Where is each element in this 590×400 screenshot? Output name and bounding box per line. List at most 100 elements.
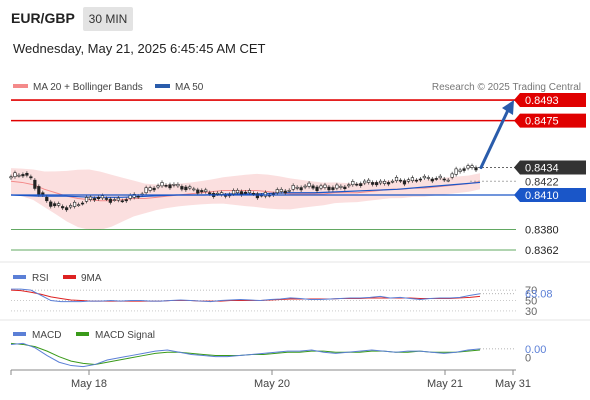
candle-body [144,187,148,194]
level-label-0.8380: 0.8380 [525,224,559,236]
rsi-current-label: 63.08 [525,289,553,301]
candle-body [414,179,418,182]
rsi-level-label-30: 30 [525,306,537,318]
candle-body [303,185,307,188]
macd-legend-swatch [13,332,26,336]
macd-signal-legend-swatch [76,332,89,336]
candle-body [112,199,116,201]
ma50-legend-swatch [155,84,170,88]
candle-body [450,173,454,178]
candle-body [21,174,25,177]
candle-body [283,190,287,194]
macd-legend: MACD MACD Signal [13,330,155,341]
candle-body [371,182,375,185]
candle-body [33,179,37,189]
candle-body [299,187,303,191]
candle-body [45,197,49,202]
candle-body [29,176,33,179]
candle-body [128,195,132,199]
candle-body [287,190,291,192]
candle-body [430,178,434,182]
candle-body [172,183,176,186]
candle-body [295,186,299,189]
candle-body [323,184,327,188]
candle-body [120,200,124,203]
candle-body [243,191,248,194]
candle-body [9,176,13,179]
candle-body [315,186,319,191]
timeframe-button[interactable]: 30 MIN [83,7,133,31]
candle-body [375,182,379,186]
candle-body [319,185,323,189]
candle-body [359,183,363,186]
bollinger-band [11,168,480,230]
candle-body [49,201,53,207]
candle-body [279,189,283,192]
macd-line [10,342,481,368]
candle-body [13,172,17,178]
candle-body [108,198,112,203]
rsi-ma-legend-label: 9MA [81,273,102,284]
ma20-legend-swatch [13,84,28,88]
candle-body [251,193,256,195]
candle-body [156,185,160,188]
rsi-level-label-70: 70 [525,285,537,297]
candle-body [382,180,387,184]
forecast-arrow-shaft [479,106,511,170]
candle-body [470,165,474,168]
candle-body [398,179,403,182]
candle-body [275,189,279,194]
candle-body [394,176,399,182]
candle-body [402,180,407,185]
x-tick-label-May-21: May 21 [427,378,463,390]
candle-body [65,207,69,211]
candle-body [390,180,395,183]
candle-body [204,189,208,192]
candle-body [331,187,335,190]
level-tag-0.8410 [514,188,586,203]
candle-body [454,168,458,175]
candle-body [61,206,65,209]
level-label-0.8493: 0.8493 [525,95,559,107]
macd-signal-line [10,342,481,365]
rsi-line [11,288,481,303]
candle-body [53,203,57,207]
candle-body [462,168,466,171]
level-label-0.8362: 0.8362 [525,245,559,257]
macd-signal-legend-label: MACD Signal [95,330,155,341]
research-credit: Research © 2025 Trading Central [432,82,581,93]
candle-body [235,189,240,194]
candle-body [311,185,315,189]
candle-body [168,184,172,189]
candle-body [220,192,224,195]
rsi-legend: RSI 9MA [13,273,102,284]
candle-body [438,175,442,179]
candle-body [339,185,343,188]
candle-body [426,177,430,179]
candle-body [17,174,21,177]
candle-body [406,179,411,182]
candle-body [347,184,351,187]
rsi-ma-legend-swatch [63,275,76,279]
candle-body [160,182,164,187]
candle-body [200,190,204,193]
candle-body [164,185,168,187]
candle-body [291,185,295,190]
x-tick-label-May-20: May 20 [254,378,290,390]
candle-body [355,183,359,186]
rsi-level-label-50: 50 [525,296,537,308]
candle-body [148,187,152,191]
chart-header: EUR/GBP 30 MIN Wednesday, May 21, 2025 6… [0,0,590,70]
macd-panel: 0.000 [10,342,546,368]
candle-body [69,205,73,208]
candle-body [239,191,244,196]
candle-body [25,172,29,176]
candle-body [410,177,415,182]
candle-body [458,169,462,172]
candle-body [442,178,446,181]
candle-body [188,186,192,189]
candle-body [231,190,236,195]
candle-body [72,201,77,207]
currency-pair-title: EUR/GBP [11,10,75,26]
